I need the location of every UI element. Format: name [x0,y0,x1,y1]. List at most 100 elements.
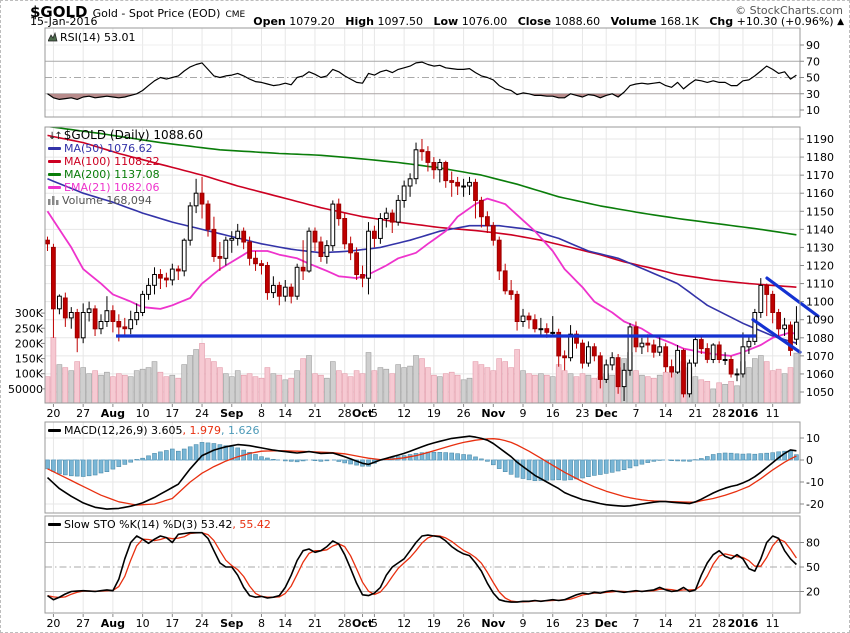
svg-text:250K: 250K [15,322,44,335]
copyright: © StockCharts.com [735,4,843,17]
close-value: 1088.60 [554,15,601,28]
svg-text:19: 19 [427,407,441,420]
svg-text:Nov: Nov [481,617,506,630]
macd-panel [45,435,800,510]
svg-text:1060: 1060 [806,368,834,381]
svg-text:21: 21 [688,407,702,420]
svg-text:17: 17 [165,407,179,420]
svg-text:27: 27 [76,617,90,630]
svg-text:Dec: Dec [595,407,618,420]
svg-text:Aug: Aug [101,617,125,630]
rsi-panel [47,61,797,101]
svg-text:-10: -10 [806,476,824,489]
volume-icon [48,196,59,205]
svg-text:70: 70 [806,55,820,68]
svg-text:80: 80 [806,536,820,549]
svg-text:-20: -20 [806,498,824,511]
header: $GOLD Gold - Spot Price (EOD) CME [30,2,245,21]
legend-volume-row: Volume 168,094 [48,194,203,207]
svg-text:2016: 2016 [728,407,759,420]
svg-text:28: 28 [712,407,726,420]
svg-text:21: 21 [688,617,702,630]
svg-text:Aug: Aug [101,407,125,420]
svg-text:2016: 2016 [728,617,759,630]
sto-legend-text: Slow STO %K(14) %D(3) 53.42 [64,518,233,531]
close-label: Close [517,15,552,28]
svg-text:8: 8 [258,617,265,630]
volume-label: Volume [610,15,657,28]
svg-text:19: 19 [427,617,441,630]
svg-text:Nov: Nov [481,407,506,420]
quote-bar: Open 1079.20 High 1097.50 Low 1076.00 Cl… [246,15,844,28]
svg-text:100K: 100K [15,368,44,381]
svg-text:28: 28 [338,617,352,630]
svg-text:20: 20 [46,617,60,630]
svg-text:20: 20 [46,407,60,420]
svg-text:90: 90 [806,39,820,52]
svg-text:50: 50 [806,561,820,574]
macd-hist-value: , 1.626 [221,424,260,437]
svg-text:14: 14 [659,407,673,420]
svg-text:23: 23 [575,407,589,420]
macd-histogram [45,442,799,482]
svg-text:1080: 1080 [806,332,834,345]
ema21-swatch-icon [48,185,61,189]
svg-text:12: 12 [397,407,411,420]
grid [45,28,800,613]
svg-text:7: 7 [632,617,639,630]
svg-text:8: 8 [258,407,265,420]
svg-text:12: 12 [397,617,411,630]
svg-text:20: 20 [806,586,820,599]
svg-text:1110: 1110 [806,278,834,291]
volume-text: Volume 168,094 [62,194,152,207]
ma200-text: MA(200) 1137.08 [64,168,160,181]
ma50-text: MA(50) 1076.62 [64,142,153,155]
svg-text:9: 9 [520,407,527,420]
svg-text:26: 26 [457,407,471,420]
svg-text:26: 26 [457,617,471,630]
legend-symbol-row: ↓↑ $GOLD (Daily) 1088.60 [48,128,204,143]
chart-date: 15-Jan-2016 [30,15,98,28]
svg-text:14: 14 [278,407,292,420]
price-legend: ↓↑ $GOLD (Daily) 1088.60 MA(50) 1076.62 M… [48,129,203,207]
symbol-label: $GOLD [30,3,88,21]
svg-text:1150: 1150 [806,205,834,218]
svg-text:14: 14 [278,617,292,630]
svg-text:1090: 1090 [806,314,834,327]
svg-text:50000: 50000 [8,383,43,396]
svg-text:Oct: Oct [352,617,373,630]
high-value: 1097.50 [377,15,423,28]
open-label: Open [253,15,286,28]
svg-text:1130: 1130 [806,241,834,254]
ma100-swatch-icon [48,159,61,163]
svg-text:30: 30 [806,88,820,101]
svg-text:1120: 1120 [806,259,834,272]
exchange-label: CME [225,10,246,20]
svg-text:150K: 150K [15,353,44,366]
svg-text:5: 5 [371,617,378,630]
svg-text:1170: 1170 [806,169,834,182]
svg-text:5: 5 [371,407,378,420]
legend-ma200-row: MA(200) 1137.08 [48,168,203,181]
svg-text:28: 28 [338,407,352,420]
svg-text:Oct: Oct [352,407,373,420]
legend-ema21-row: EMA(21) 1082.06 [48,181,203,194]
svg-text:11: 11 [766,407,780,420]
annotation-lines [116,276,820,354]
svg-text:300K: 300K [15,307,44,320]
svg-text:7: 7 [632,407,639,420]
svg-text:21: 21 [308,617,322,630]
ma50-swatch-icon [48,146,61,150]
svg-text:Sep: Sep [220,617,243,630]
legend-ma100-row: MA(100) 1108.22 [48,155,203,168]
svg-text:1160: 1160 [806,187,834,200]
svg-text:1140: 1140 [806,223,834,236]
high-label: High [345,15,374,28]
macd-legend-text: MACD(12,26,9) 3.605 [64,424,183,437]
panel-borders [44,27,801,614]
svg-text:0: 0 [806,454,813,467]
price-style-icon: ↓↑ [48,131,63,142]
symbol-daily-text: $GOLD (Daily) 1088.60 [63,128,204,142]
